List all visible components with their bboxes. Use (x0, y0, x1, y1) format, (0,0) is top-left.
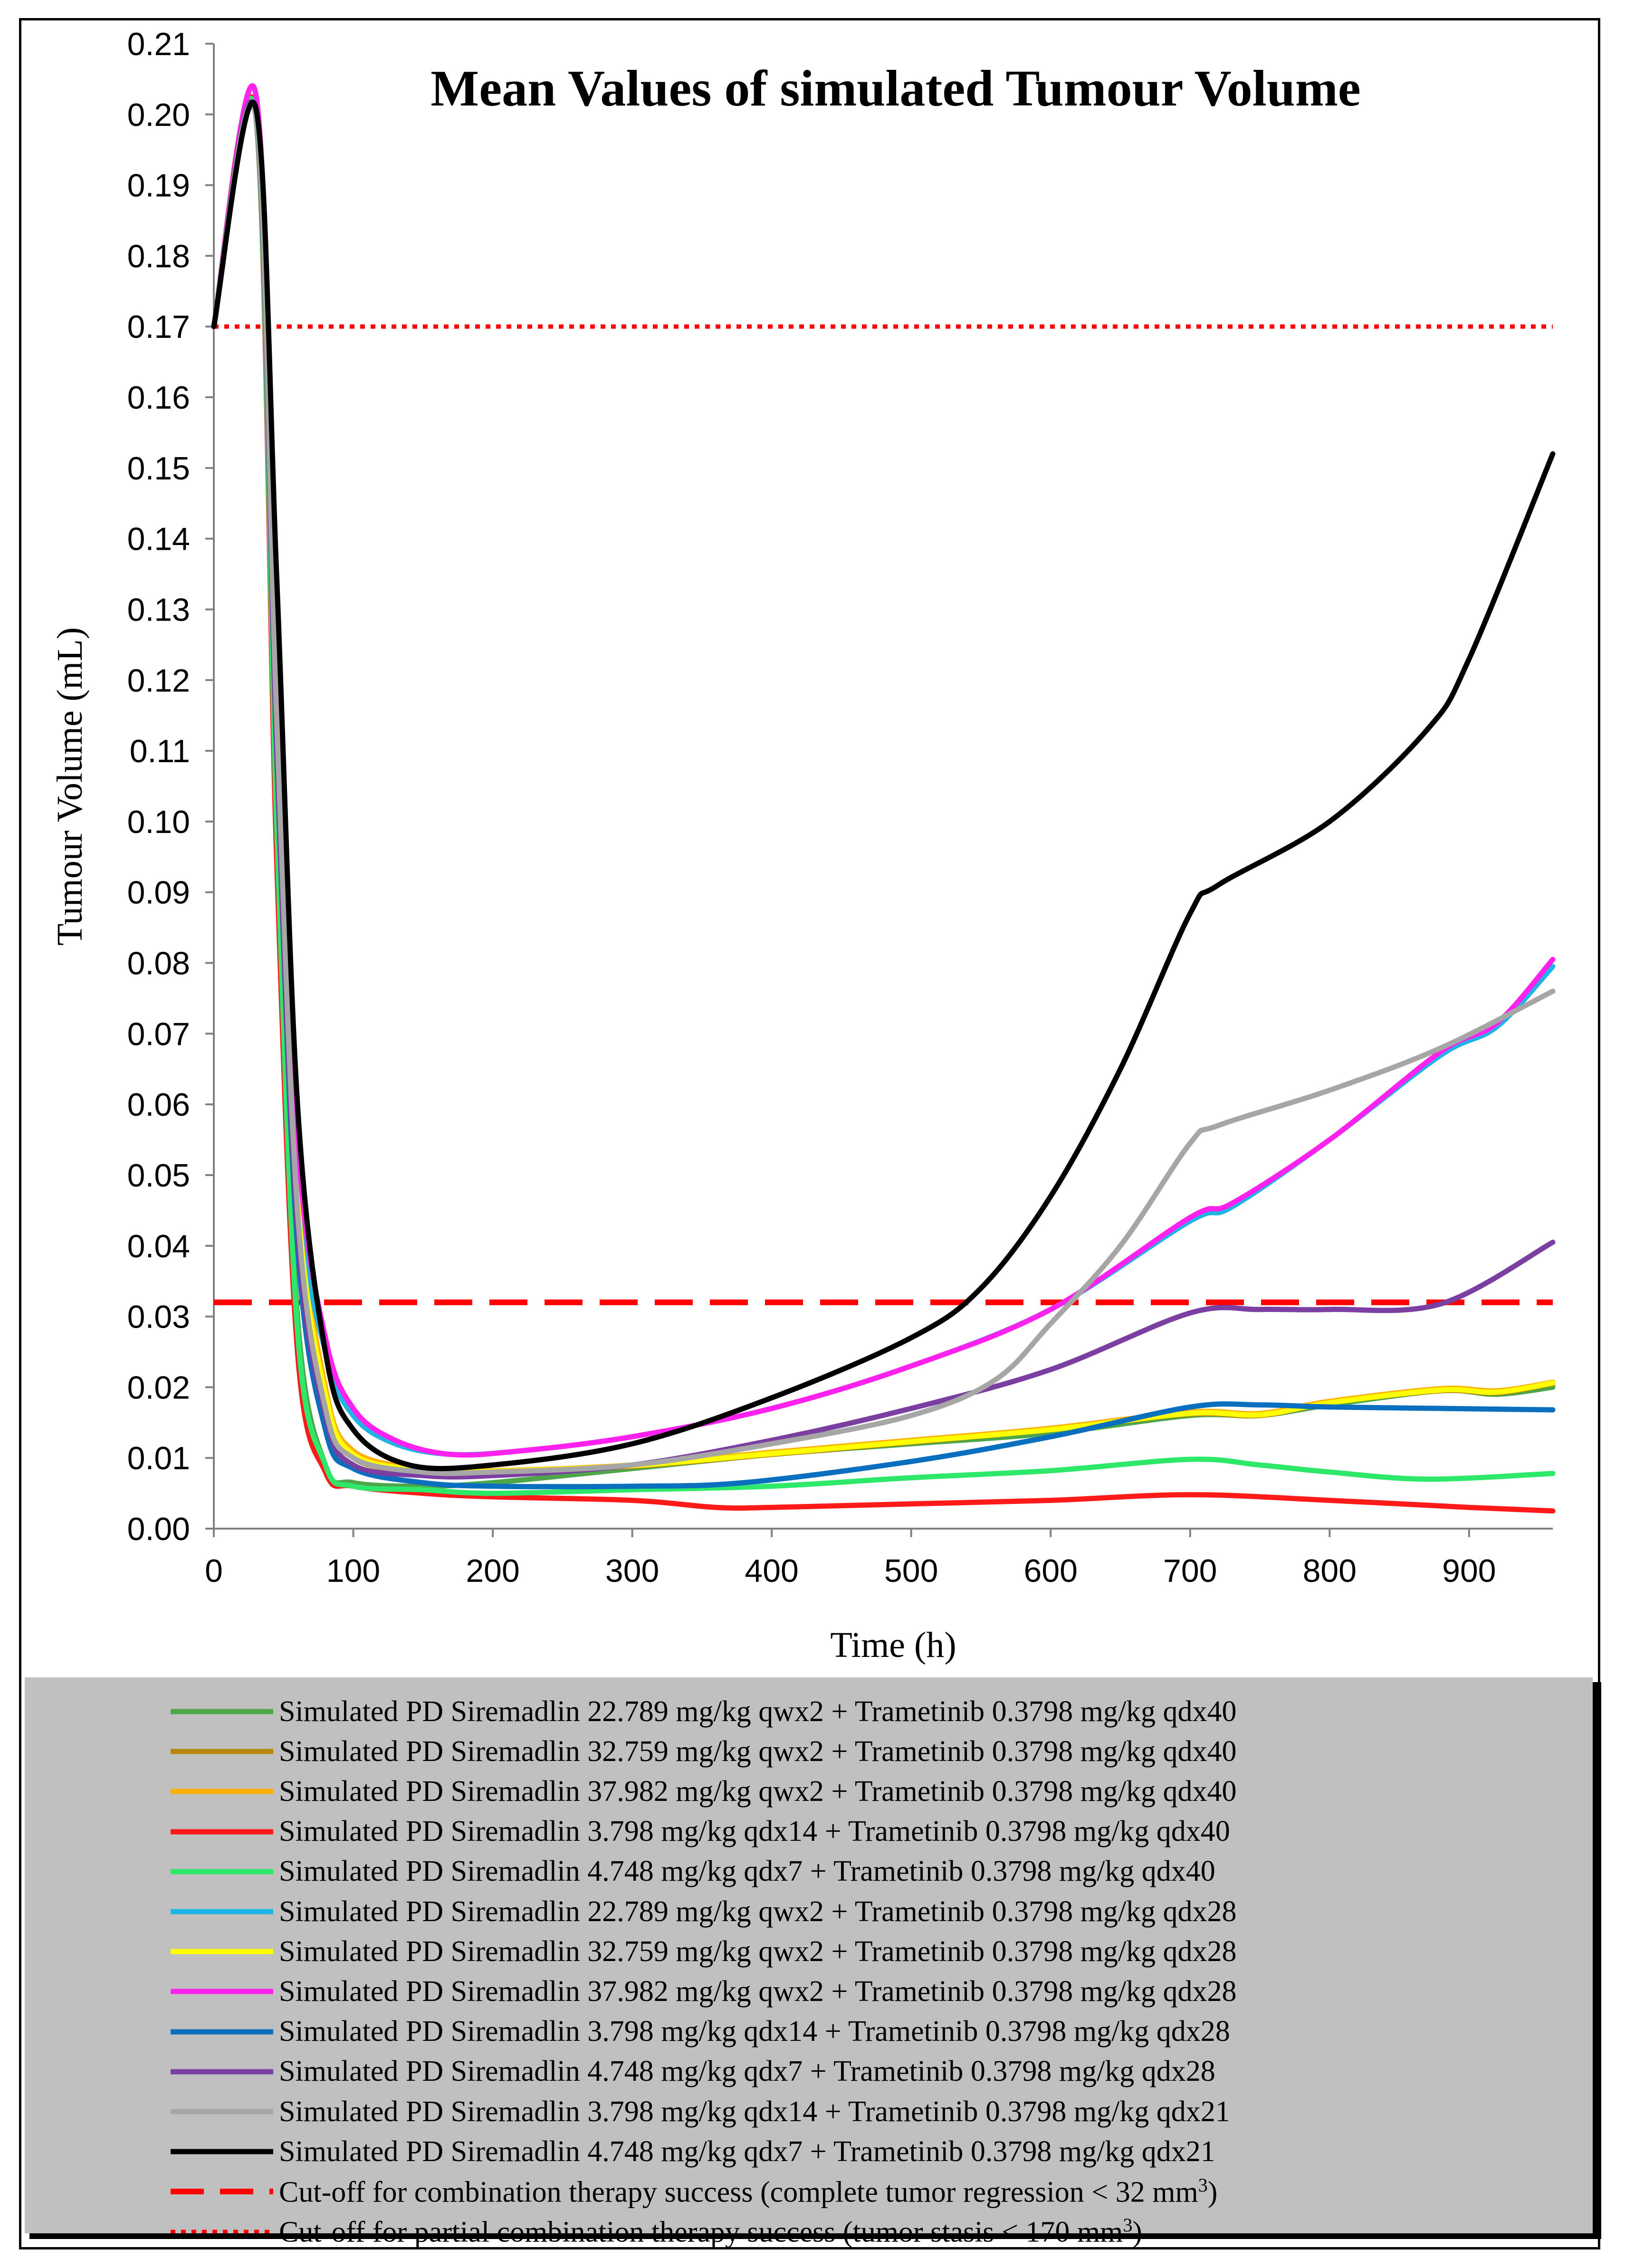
legend-entry: Simulated PD Siremadlin 3.798 mg/kg qdx1… (25, 1812, 1230, 1852)
series-line-9 (211, 99, 1556, 1490)
y-tick-label: 0.15 (127, 450, 190, 487)
legend-entry: Simulated PD Siremadlin 3.798 mg/kg qdx1… (25, 2012, 1230, 2052)
y-tick-label: 0.07 (127, 1016, 190, 1052)
legend-label: Simulated PD Siremadlin 4.748 mg/kg qdx7… (279, 2135, 1215, 2168)
series-line-5 (211, 96, 1556, 1496)
legend-shadow-bottom (29, 2233, 1601, 2239)
legend-entry: Simulated PD Siremadlin 22.789 mg/kg qwx… (25, 1692, 1237, 1732)
legend-label: Simulated PD Siremadlin 4.748 mg/kg qdx7… (279, 1855, 1215, 1888)
y-tick-label: 0.05 (127, 1158, 190, 1194)
x-tick-label: 100 (326, 1553, 380, 1589)
x-tick-label: 500 (884, 1553, 938, 1589)
legend-swatch (170, 1892, 274, 1932)
legend-entry: Simulated PD Siremadlin 4.748 mg/kg qdx7… (25, 1852, 1215, 1892)
legend-entry: Simulated PD Siremadlin 4.748 mg/kg qdx7… (25, 2132, 1215, 2172)
y-tick-label: 0.03 (127, 1299, 190, 1335)
series-line-10 (211, 99, 1556, 1480)
legend-swatch (170, 2092, 274, 2132)
legend-label: Simulated PD Siremadlin 22.789 mg/kg qwx… (279, 1895, 1237, 1928)
x-axis-label: Time (h) (830, 1625, 956, 1665)
legend-entry: Simulated PD Siremadlin 3.798 mg/kg qdx1… (25, 2092, 1230, 2132)
legend-label: Simulated PD Siremadlin 37.982 mg/kg qwx… (279, 1775, 1237, 1808)
y-tick-label: 0.12 (127, 662, 190, 699)
legend-entry: Simulated PD Siremadlin 4.748 mg/kg qdx7… (25, 2052, 1215, 2092)
y-tick-label: 0.20 (127, 97, 190, 133)
line-chart: Mean Values of simulated Tumour Volume 0… (50, 26, 1556, 1665)
legend-entry: Simulated PD Siremadlin 37.982 mg/kg qwx… (25, 1971, 1237, 2011)
series-line-12 (211, 99, 1556, 1472)
legend-swatch (170, 2172, 274, 2211)
y-tick-label: 0.08 (127, 946, 190, 982)
y-tick-label: 0.14 (127, 521, 190, 557)
y-tick-label: 0.02 (127, 1369, 190, 1406)
legend-entry: Simulated PD Siremadlin 32.759 mg/kg qwx… (25, 1932, 1237, 1971)
legend-label: Simulated PD Siremadlin 22.789 mg/kg qwx… (279, 1695, 1237, 1728)
y-axis-tick-labels: 0.00 0.01 0.02 0.03 0.04 0.05 0.06 0.07 0.08 0.09… (127, 26, 214, 1547)
legend-entry: Cut-off for combination therapy success … (25, 2172, 1217, 2211)
y-axis-label: Tumour Volume (mL) (50, 627, 90, 946)
y-tick-label: 0.16 (127, 380, 190, 416)
series-lines (211, 83, 1556, 1514)
legend-swatch (170, 2132, 274, 2172)
legend-label: Simulated PD Siremadlin 37.982 mg/kg qwx… (279, 1975, 1237, 2008)
legend: Simulated PD Siremadlin 22.789 mg/kg qwx… (25, 1677, 1593, 2249)
x-tick-label: 0 (205, 1553, 223, 1589)
chart-title: Mean Values of simulated Tumour Volume (430, 60, 1360, 117)
y-tick-label: 0.19 (127, 168, 190, 204)
y-tick-label: 0.18 (127, 238, 190, 274)
legend-swatch (170, 1812, 274, 1852)
y-tick-label: 0.17 (127, 309, 190, 345)
x-tick-label: 900 (1442, 1553, 1496, 1589)
legend-shadow (1593, 1682, 1601, 2238)
y-tick-label: 0.06 (127, 1087, 190, 1123)
y-tick-label: 0.21 (127, 26, 190, 62)
legend-label: Simulated PD Siremadlin 4.748 mg/kg qdx7… (279, 2055, 1215, 2088)
y-tick-label: 0.11 (130, 733, 190, 769)
legend-swatch (170, 2212, 274, 2252)
legend-label: Cut-off for combination therapy success … (279, 2174, 1218, 2209)
legend-entry: Simulated PD Siremadlin 37.982 mg/kg qwx… (25, 1771, 1237, 1811)
series-line-2 (211, 99, 1556, 1476)
y-tick-label: 0.00 (127, 1511, 190, 1547)
legend-entry: Cut-off for partial combination therapy … (25, 2212, 1142, 2252)
legend-label: Simulated PD Siremadlin 32.759 mg/kg qwx… (279, 1935, 1237, 1968)
y-tick-label: 0.09 (127, 875, 190, 911)
y-tick-label: 0.13 (127, 592, 190, 628)
legend-swatch (170, 1932, 274, 1971)
series-line-1 (211, 96, 1556, 1489)
x-tick-label: 800 (1303, 1553, 1357, 1589)
series-line-11 (211, 101, 1556, 1476)
legend-entry: Simulated PD Siremadlin 22.789 mg/kg qwx… (25, 1892, 1237, 1932)
legend-entry: Simulated PD Siremadlin 32.759 mg/kg qwx… (25, 1732, 1237, 1771)
series-line-6 (211, 102, 1556, 1458)
legend-label: Simulated PD Siremadlin 3.798 mg/kg qdx1… (279, 2015, 1230, 2048)
legend-swatch (170, 1732, 274, 1771)
legend-label: Simulated PD Siremadlin 3.798 mg/kg qdx1… (279, 1815, 1230, 1848)
series-line-7 (211, 101, 1556, 1475)
series-line-3 (211, 102, 1556, 1474)
x-tick-label: 600 (1024, 1553, 1078, 1589)
legend-label: Simulated PD Siremadlin 32.759 mg/kg qwx… (279, 1735, 1237, 1768)
y-tick-label: 0.10 (127, 804, 190, 840)
legend-swatch (170, 2012, 274, 2052)
legend-swatch (170, 1692, 274, 1732)
legend-swatch (170, 1971, 274, 2011)
legend-label: Cut-off for partial combination therapy … (279, 2214, 1143, 2249)
x-tick-label: 300 (605, 1553, 659, 1589)
reference-lines (214, 324, 1553, 1305)
x-tick-label: 200 (466, 1553, 519, 1589)
legend-swatch (170, 1852, 274, 1892)
y-tick-label: 0.04 (127, 1228, 190, 1264)
series-line-8 (211, 83, 1556, 1458)
x-tick-label: 700 (1163, 1553, 1217, 1589)
x-axis-tick-labels: 0 100 200 300 400 500 600 700 800 900 (205, 1529, 1496, 1589)
plot-axes (213, 44, 1553, 1530)
y-tick-label: 0.01 (127, 1440, 190, 1476)
legend-swatch (170, 1771, 274, 1811)
legend-label: Simulated PD Siremadlin 3.798 mg/kg qdx1… (279, 2095, 1230, 2128)
legend-swatch (170, 2052, 274, 2092)
x-tick-label: 400 (745, 1553, 798, 1589)
